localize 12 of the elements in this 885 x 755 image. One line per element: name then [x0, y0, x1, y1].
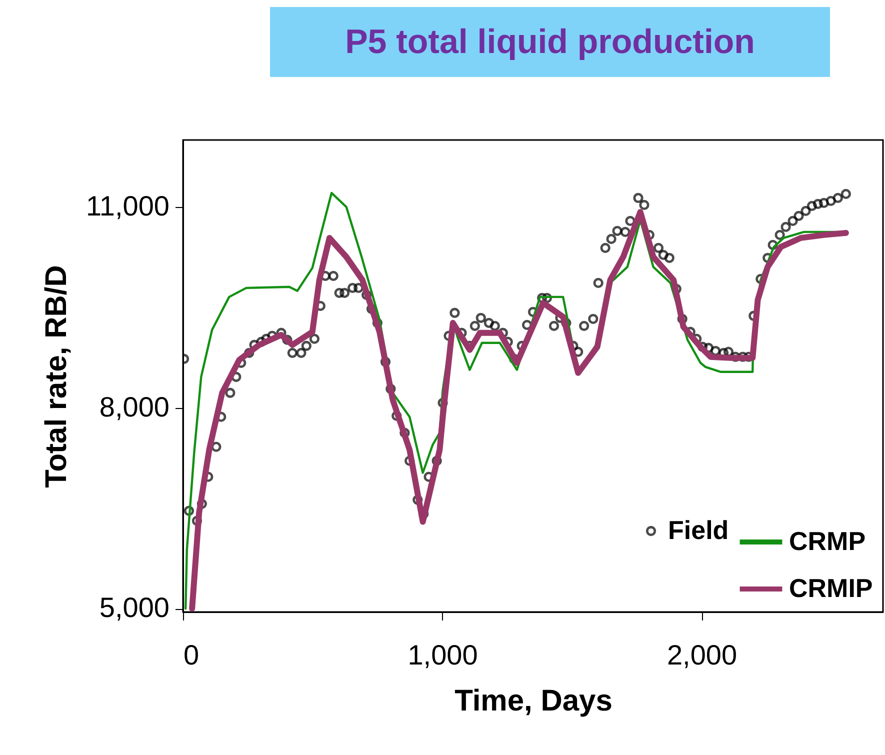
x-tick-label: 1,000 — [408, 640, 478, 670]
x-tick-label: 0 — [184, 640, 200, 670]
x-tick-label: 2,000 — [666, 640, 738, 670]
y-tick-label: 8,000 — [99, 391, 170, 422]
y-tick-label: 5,000 — [99, 592, 170, 624]
legend-label: CRMIP — [789, 573, 873, 603]
legend-label: Field — [668, 515, 729, 545]
legend-label: CRMP — [789, 526, 866, 556]
y-axis-title: Total rate, RB/D — [40, 265, 73, 488]
x-axis-title: Time, Days — [454, 684, 612, 718]
chart-title: P5 total liquid production — [270, 7, 830, 77]
y-tick-label: 11,000 — [86, 190, 170, 222]
